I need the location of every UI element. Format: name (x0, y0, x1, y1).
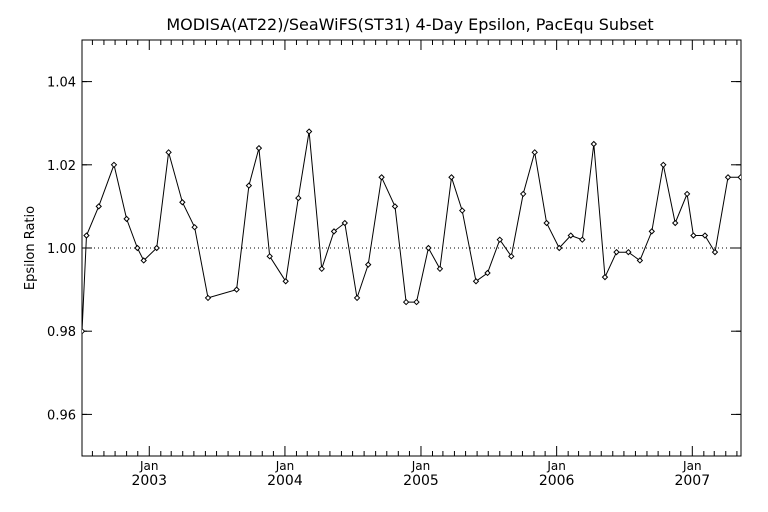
data-point (459, 207, 466, 214)
x-tick-month-label: Jan (546, 459, 566, 473)
x-tick-year-label: 2003 (131, 473, 167, 489)
data-point (413, 298, 420, 306)
x-tick-year-label: 2007 (674, 473, 710, 489)
data-point (153, 244, 160, 252)
data-point (724, 174, 732, 181)
y-tick-label: 1.04 (47, 76, 76, 91)
data-point (266, 253, 273, 260)
x-tick-month-label: Jan (139, 459, 159, 473)
data-point (567, 232, 574, 239)
data-point (636, 257, 644, 264)
y-axis-label: Epsilon Ratio (23, 206, 38, 290)
data-point (683, 190, 691, 198)
data-point (82, 327, 86, 335)
data-point (613, 248, 620, 256)
data-point (601, 273, 609, 281)
data-point (95, 203, 102, 210)
data-point (579, 236, 586, 243)
data-point (711, 248, 719, 256)
data-point (625, 248, 632, 256)
x-tick-month-label: Jan (682, 459, 702, 473)
data-point (140, 257, 147, 264)
data-point (472, 278, 480, 285)
data-point (531, 149, 538, 156)
data-point (123, 215, 130, 223)
data-point (318, 265, 325, 273)
data-point (353, 294, 361, 302)
data-point (295, 194, 302, 202)
data-point (330, 228, 338, 235)
data-point (556, 244, 563, 252)
x-tick-year-label: 2004 (267, 473, 303, 489)
data-point (165, 149, 172, 156)
data-point (484, 269, 491, 277)
data-point (660, 161, 667, 169)
data-point (402, 298, 410, 306)
data-point (191, 223, 198, 231)
x-tick-month-label: Jan (411, 459, 431, 473)
data-point (737, 174, 741, 181)
series-group (82, 128, 741, 335)
data-point (255, 144, 263, 152)
x-tick-month-label: Jan (275, 459, 295, 473)
data-point (179, 199, 186, 206)
y-ticks: 0.96 0.98 1.00 1.02 1.04 (47, 76, 741, 423)
data-point (436, 265, 444, 273)
data-point (134, 244, 141, 252)
data-point (519, 190, 527, 198)
y-tick-label: 0.96 (47, 408, 76, 423)
x-tick-year-label: 2005 (403, 473, 439, 489)
data-point (83, 232, 90, 239)
y-tick-label: 0.98 (47, 325, 76, 340)
data-point (204, 294, 212, 302)
x-tick-year-label: 2006 (539, 473, 575, 489)
data-point (672, 219, 679, 227)
data-point (282, 278, 289, 285)
data-point (496, 236, 503, 243)
chart-title: MODISA(AT22)/SeaWiFS(ST31) 4-Day Epsilon… (166, 15, 653, 34)
data-point (364, 261, 372, 268)
data-point (701, 232, 709, 239)
data-point (690, 232, 697, 239)
data-point (391, 203, 399, 210)
data-point (425, 244, 432, 252)
data-point (305, 128, 313, 135)
data-point (245, 182, 253, 189)
data-point (341, 219, 348, 227)
data-point (378, 174, 385, 181)
y-tick-label: 1.00 (47, 242, 76, 257)
y-tick-label: 1.02 (47, 159, 76, 174)
series (82, 128, 741, 335)
data-point (543, 219, 550, 227)
data-point (448, 174, 455, 181)
data-point (110, 161, 118, 169)
data-point (233, 286, 240, 293)
series-line (82, 131, 741, 332)
data-point (590, 140, 598, 148)
data-point (508, 253, 515, 260)
data-point (648, 228, 656, 235)
